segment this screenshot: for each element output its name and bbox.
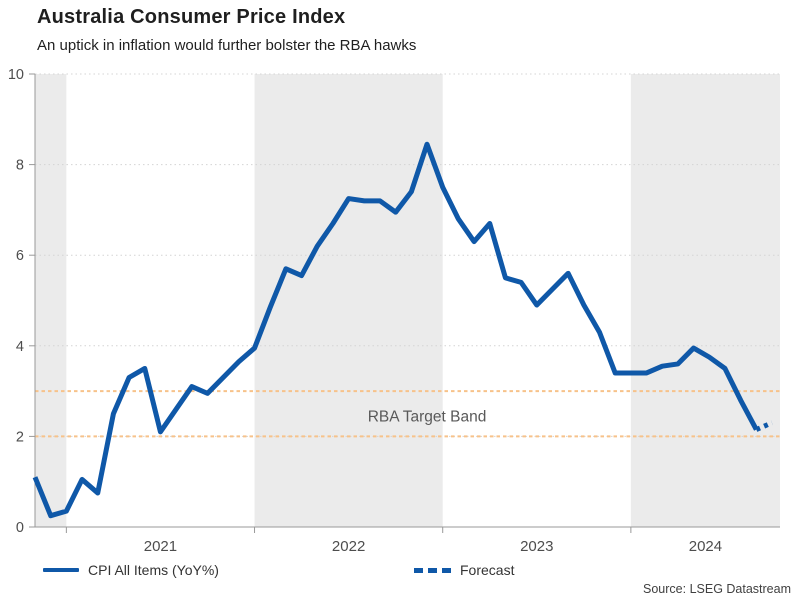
- forecast-line: [755, 420, 773, 432]
- year-label: 2021: [144, 538, 177, 555]
- y-tick-label: 4: [16, 339, 24, 355]
- rba-target-band-label: RBA Target Band: [368, 408, 487, 425]
- plot-year-band: [35, 74, 67, 527]
- forecast-dotted-swatch-icon: [414, 567, 451, 573]
- y-tick-label: 2: [16, 429, 24, 445]
- chart-subtitle: An uptick in inflation would further bol…: [37, 37, 417, 54]
- cpi-line-swatch-icon: [43, 567, 79, 573]
- year-label: 2024: [689, 538, 722, 555]
- legend: CPI All Items (YoY%) Forecast: [43, 561, 763, 579]
- year-label: 2022: [332, 538, 365, 555]
- cpi-line: [32, 141, 759, 519]
- y-tick-label: 8: [16, 158, 24, 174]
- plot-year-band: [630, 74, 780, 527]
- chart-title: Australia Consumer Price Index: [37, 6, 346, 28]
- y-tick-label: 0: [16, 520, 24, 536]
- legend-item-forecast: Forecast: [414, 561, 514, 579]
- plot-year-band: [254, 74, 443, 527]
- legend-label-forecast: Forecast: [460, 562, 515, 578]
- source-note: Source: LSEG Datastream: [643, 582, 791, 596]
- legend-label-cpi: CPI All Items (YoY%): [88, 562, 219, 578]
- year-label: 2023: [520, 538, 553, 555]
- y-tick-label: 10: [8, 67, 24, 83]
- y-tick-label: 6: [16, 248, 24, 264]
- legend-item-cpi: CPI All Items (YoY%): [43, 561, 219, 579]
